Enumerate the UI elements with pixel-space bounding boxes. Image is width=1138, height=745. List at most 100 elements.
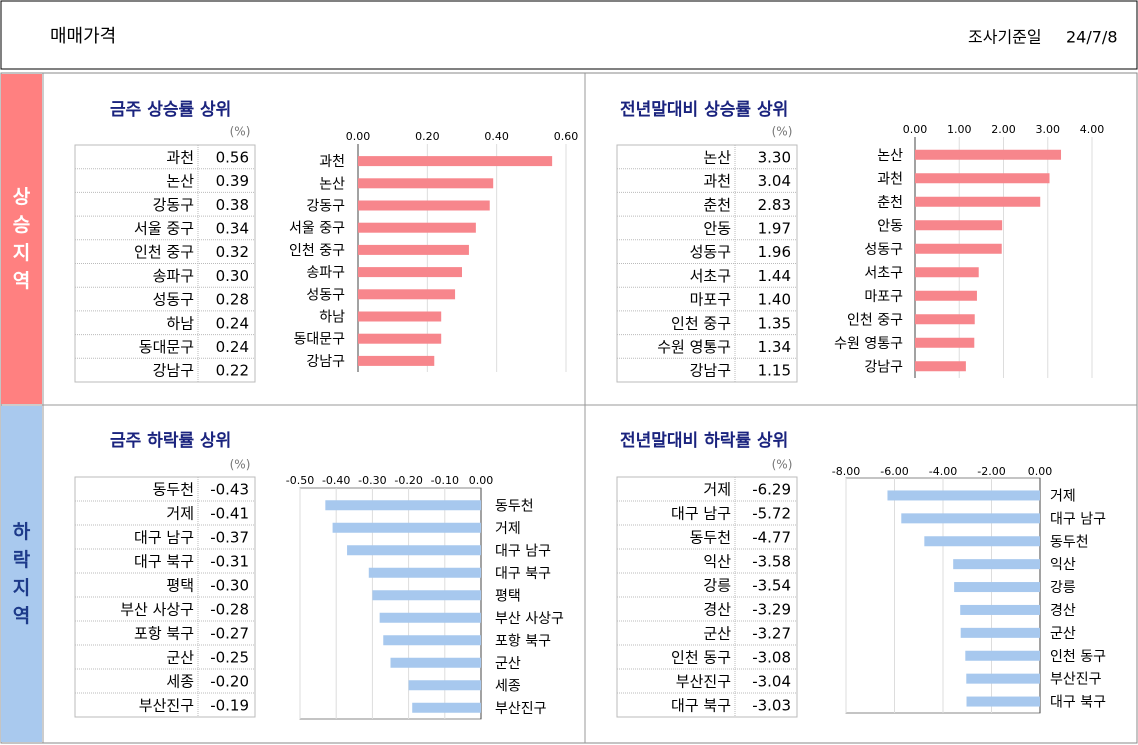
table-value: -6.29: [752, 481, 791, 499]
table-value: 0.24: [216, 314, 249, 332]
x-tick-label: 0.00: [469, 474, 494, 487]
bar: [358, 333, 442, 344]
table-name: 부산 사상구: [120, 601, 194, 619]
bar: [953, 559, 1040, 570]
table-value: -0.19: [210, 697, 249, 715]
bar: [915, 149, 1062, 160]
table-value: -3.54: [752, 577, 791, 595]
bar-category-label: 마포구: [864, 289, 903, 305]
bar-category-label: 과천: [319, 154, 345, 170]
table-name: 성동구: [690, 243, 731, 261]
x-tick-label: 3.00: [1036, 123, 1061, 136]
table-name: 서울 중구: [134, 219, 194, 237]
fall-band: [1, 406, 42, 742]
bar: [347, 545, 481, 556]
table-name: 강릉: [703, 577, 731, 595]
table-name: 춘천: [703, 196, 731, 214]
table-value: 0.24: [216, 338, 249, 356]
x-tick-label: 2.00: [991, 123, 1016, 136]
unit-label: (%): [772, 125, 793, 139]
bar: [358, 178, 494, 189]
table-value: -0.30: [210, 577, 249, 595]
table-value: -3.08: [752, 649, 791, 667]
bar: [887, 490, 1040, 501]
bar-category-label: 강릉: [1050, 580, 1076, 596]
table-name: 수원 영통구: [657, 338, 731, 356]
table-name: 군산: [703, 625, 731, 643]
table-value: -0.28: [210, 601, 249, 619]
table-value: -0.20: [210, 673, 249, 691]
table-value: -0.41: [210, 505, 249, 523]
bar: [954, 582, 1040, 593]
table-name: 안동: [703, 219, 731, 237]
x-tick-label: 0.00: [346, 130, 371, 143]
bar: [966, 673, 1040, 684]
bar-category-label: 서울 중구: [289, 221, 345, 237]
table-name: 포항 북구: [134, 625, 194, 643]
bar-category-label: 안동: [877, 218, 903, 234]
x-tick-label: -6.00: [880, 465, 908, 478]
table-value: -3.29: [752, 601, 791, 619]
table-value: 1.34: [758, 338, 791, 356]
x-tick-label: -8.00: [832, 465, 860, 478]
bar-category-label: 동두천: [495, 498, 534, 514]
table-name: 논산: [166, 172, 194, 190]
bar-category-label: 동두천: [1050, 534, 1089, 550]
table-value: 1.15: [758, 362, 791, 380]
bar: [915, 243, 1002, 254]
bar-category-label: 거제: [1050, 488, 1076, 504]
table-value: 1.97: [758, 219, 791, 237]
panel-title: 전년말대비 상승률 상위: [620, 99, 788, 120]
bar: [915, 220, 1003, 231]
bar: [368, 567, 481, 578]
bar-category-label: 대구 남구: [1050, 511, 1106, 527]
x-tick-label: -0.50: [286, 474, 314, 487]
table-value: 0.39: [216, 172, 249, 190]
table-name: 인천 중구: [134, 243, 194, 261]
table-value: 1.44: [758, 267, 791, 285]
bar: [379, 612, 481, 623]
table-name: 부산진구: [676, 673, 731, 691]
bar: [915, 267, 979, 278]
table-value: 1.40: [758, 291, 791, 309]
bar: [383, 635, 481, 646]
table-value: 0.32: [216, 243, 249, 261]
panel-title: 금주 상승률 상위: [110, 100, 231, 120]
table-name: 군산: [166, 649, 194, 667]
table-name: 대구 남구: [134, 529, 194, 547]
panel-title: 전년말대비 하락률 상위: [620, 430, 788, 451]
bar-category-label: 성동구: [306, 287, 345, 303]
unit-label: (%): [230, 458, 251, 472]
table-name: 강남구: [690, 362, 731, 380]
bar-category-label: 논산: [319, 176, 345, 192]
fall-label-text: 하락지역: [12, 521, 31, 627]
bar-category-label: 강남구: [306, 354, 345, 370]
x-tick-label: 0.60: [554, 130, 579, 143]
bar: [901, 513, 1040, 524]
bar: [915, 290, 977, 301]
rise-band: [1, 74, 42, 404]
table-name: 부산진구: [139, 697, 194, 715]
x-tick-label: 4.00: [1080, 123, 1105, 136]
table-value: 0.38: [216, 196, 249, 214]
bar: [358, 222, 476, 233]
table-name: 동두천: [690, 529, 731, 547]
table-name: 평택: [166, 577, 194, 595]
bar: [358, 156, 553, 167]
bar: [325, 500, 481, 511]
bar: [915, 196, 1041, 207]
x-tick-label: -2.00: [977, 465, 1005, 478]
date: 24/7/8: [1066, 28, 1118, 47]
table-value: 0.56: [216, 148, 249, 166]
table-name: 서초구: [690, 267, 731, 285]
bar-category-label: 평택: [495, 588, 521, 604]
bar-category-label: 성동구: [864, 242, 903, 258]
unit-label: (%): [772, 458, 793, 472]
unit-label: (%): [230, 125, 251, 139]
bar-category-label: 포항 북구: [495, 633, 551, 649]
bar: [358, 200, 490, 211]
bar-category-label: 익산: [1050, 557, 1076, 573]
bar: [358, 267, 462, 278]
table-name: 논산: [703, 148, 731, 166]
fall-label: 하락지역: [1, 406, 42, 742]
